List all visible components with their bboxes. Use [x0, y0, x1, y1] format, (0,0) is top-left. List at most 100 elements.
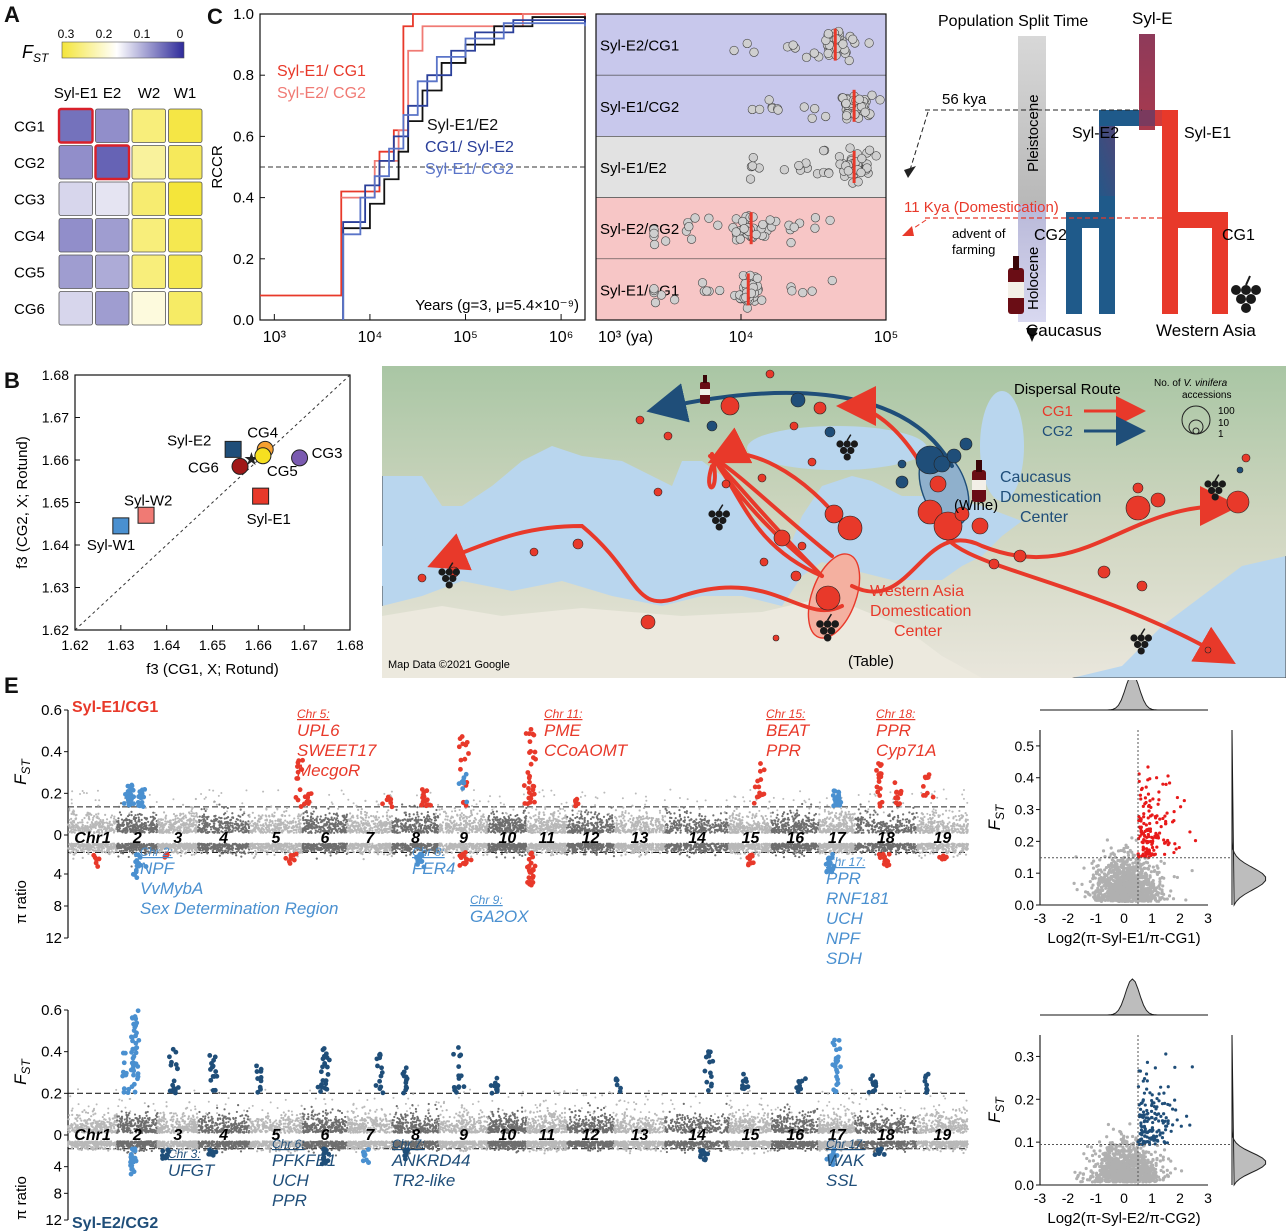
fst-dot — [356, 816, 359, 820]
fst-dot — [360, 807, 363, 811]
fst-dot — [116, 820, 119, 823]
fst-dot — [292, 828, 295, 832]
pi-dot — [244, 843, 247, 846]
fst-dot — [396, 825, 400, 828]
fst-dot — [280, 814, 283, 817]
fst-dot — [387, 809, 390, 812]
fst-dot — [68, 825, 71, 828]
fst-dot — [363, 810, 367, 814]
swarm-point — [824, 168, 834, 178]
fst-dot — [116, 823, 119, 827]
fst-dot — [134, 814, 137, 817]
fst-dot — [281, 821, 285, 825]
pi-dot — [231, 852, 234, 855]
swarm-point — [787, 286, 797, 296]
fst-dot — [428, 815, 431, 818]
pi-dot — [281, 850, 284, 854]
fst-dot — [268, 821, 271, 824]
fst-dot — [87, 817, 90, 820]
panel-label-b: B — [4, 368, 20, 394]
fst-dot — [134, 826, 137, 829]
fst-dot — [269, 819, 272, 822]
swarm-point — [875, 95, 885, 105]
fst-dot — [322, 824, 325, 827]
pi-dot — [264, 847, 267, 850]
fst-dot — [343, 829, 347, 832]
fst-dot — [261, 831, 265, 834]
swarm-point — [686, 234, 697, 244]
rccr-line-e1-cg1 — [260, 13, 586, 297]
pi-dot — [70, 842, 73, 845]
fst-dot — [234, 820, 237, 823]
fst-dot — [408, 824, 411, 827]
fst-dot — [216, 818, 219, 821]
heatmap-row-label: CG4 — [14, 228, 45, 245]
fst-dot — [81, 821, 84, 824]
fst-dot — [189, 819, 192, 822]
fst-dot — [336, 817, 339, 820]
pi-dot — [364, 848, 367, 852]
pi-dot — [305, 849, 308, 852]
pi-dot — [373, 846, 376, 850]
f3-point-label: CG4 — [247, 424, 278, 441]
f3-point-label: Syl-W1 — [87, 537, 135, 554]
fst-dot — [380, 826, 383, 829]
fst-dot — [121, 824, 125, 828]
f3-x-tick: 1.62 — [61, 637, 88, 653]
swarm-point — [765, 215, 775, 225]
fst-dot — [171, 824, 174, 827]
fst-dot — [224, 826, 227, 830]
accession-circle — [417, 573, 427, 583]
pi-dot — [405, 846, 408, 849]
fst-dot — [127, 822, 130, 825]
f3-y-tick: 1.64 — [42, 537, 69, 553]
accession-circle — [1132, 482, 1144, 494]
pi-dot — [258, 846, 261, 849]
pi-dot — [468, 845, 471, 849]
fst-dot — [183, 824, 186, 827]
f3-y-tick: 1.63 — [42, 580, 69, 596]
fst-dot — [306, 827, 309, 830]
accession-circle — [773, 529, 791, 547]
fst-dot — [248, 822, 252, 825]
fst-colorbar — [61, 41, 185, 59]
swarm-point — [857, 153, 867, 164]
pi-dot — [94, 849, 97, 852]
fst-dot — [214, 814, 217, 817]
fst-dot — [344, 818, 347, 821]
fst-dot — [274, 819, 277, 822]
colorbar-tick: 0.2 — [96, 27, 113, 41]
fst-dot — [122, 827, 125, 831]
fst-dot — [253, 816, 257, 819]
fst-dot — [343, 816, 346, 819]
fst-dot — [314, 829, 317, 832]
fst-dot — [286, 820, 289, 824]
swarm-point — [871, 151, 881, 161]
swarm-point — [764, 95, 774, 105]
rccr-x-tick: 10³ — [263, 329, 287, 346]
fst-dot — [105, 818, 109, 821]
fst-dot — [96, 815, 99, 818]
pi-dot — [68, 842, 71, 845]
fst-dot — [413, 825, 416, 828]
fst-dot — [207, 815, 210, 818]
fst-dot — [320, 825, 323, 829]
pi-dot — [188, 846, 191, 849]
fst-dot — [382, 831, 385, 834]
fst-dot — [238, 824, 241, 827]
fst-dot — [262, 824, 265, 828]
pi-dot — [320, 846, 323, 849]
f3-point-label: Syl-E2 — [167, 432, 211, 449]
tree-caucasus: Caucasus — [1026, 321, 1102, 340]
f3-point — [291, 449, 309, 467]
pi-dot — [314, 844, 317, 848]
pi-dot — [298, 851, 302, 855]
swarm-point — [731, 227, 741, 237]
fst-dot — [184, 822, 188, 825]
f3-x-tick: 1.64 — [153, 637, 180, 653]
fst-dot — [201, 822, 204, 825]
fst-dot — [395, 821, 398, 825]
pi-dot — [254, 845, 257, 848]
colorbar-tick: 0.3 — [58, 27, 75, 41]
fst-dot — [426, 831, 429, 834]
